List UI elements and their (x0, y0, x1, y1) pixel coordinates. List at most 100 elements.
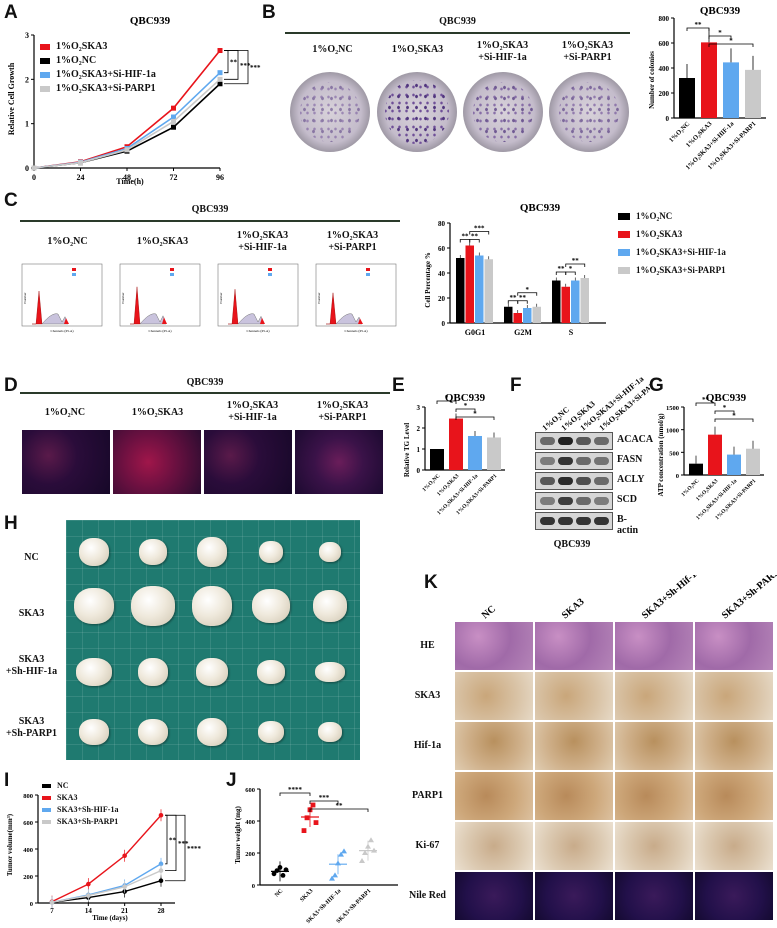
chart-j-category-label: SKA3 (299, 888, 314, 903)
chart-i-legend-nc: NC (42, 781, 69, 790)
chart-j-point (313, 820, 319, 825)
chart-c-bar (475, 255, 484, 323)
panel-b-cell-line: QBC939 (439, 16, 476, 27)
ihc-image (535, 672, 613, 720)
chart-i-xlabel: Time (days) (92, 914, 128, 922)
tumor-row-label-ska3: SKA3 (18, 608, 45, 619)
chart-a-xtick-label: 72 (170, 173, 178, 182)
chart-a-point (124, 147, 130, 153)
chart-i-xtick-label: 7 (50, 907, 54, 915)
chart-c-bar (561, 286, 570, 323)
wb-protein-label: B-actin (617, 514, 639, 536)
ihc-column-label-2: SKA3+Sh-Hif-1a (640, 575, 703, 621)
chart-e-ytick-label: 2 (417, 425, 421, 433)
nile-red-image-hif (204, 430, 292, 494)
chart-b-bar-0 (679, 78, 695, 118)
chart-c-sig-label: ** (558, 265, 566, 273)
chart-c-ytick-label: 20 (438, 295, 446, 303)
ihc-column-label-3: SKA3+Sh-PARP1 (720, 575, 777, 621)
chart-j-sig-bracket (309, 800, 339, 804)
flow-xlabel: Channels (PI-A) (50, 329, 74, 333)
wb-band (576, 517, 591, 525)
panel-label-j: J (226, 770, 237, 791)
wb-band (594, 497, 609, 505)
chart-j-sig-bracket (309, 808, 369, 812)
chart-i: Tumor volume(mm³) Time (days) 0 200 400 600… (6, 793, 202, 922)
panel-b-group-1: 1%O₂NC (312, 44, 353, 55)
flow-g1-peak (228, 289, 239, 325)
panel-d-divider (20, 392, 390, 394)
chart-b-ytick-label: 600 (659, 40, 670, 48)
chart-i-point (122, 853, 127, 859)
chart-i-ytick-label: 400 (23, 847, 33, 854)
tumor-specimen (257, 660, 285, 684)
chart-i-ylabel: Tumor volume(mm³) (6, 813, 14, 876)
ihc-image (695, 722, 773, 770)
wb-row-fasn (535, 452, 613, 470)
chart-b: QBC939 Number of colonies 02004006008001… (648, 5, 766, 171)
chart-j-point (304, 815, 310, 821)
chart-i-sig-bracket (165, 814, 168, 865)
wb-band (558, 457, 573, 465)
chart-g-bar-0 (689, 463, 703, 475)
chart-c-ytick-label: 80 (438, 220, 446, 228)
wb-row-scd (535, 492, 613, 510)
chart-b-bar-1 (701, 42, 717, 118)
chart-i-legend-ska3: SKA3 (42, 793, 77, 802)
ihc-column-label-1: SKA3 (560, 596, 587, 621)
panel-b-divider (285, 32, 630, 34)
nile-red-image-ska3 (113, 430, 201, 494)
ihc-image (695, 622, 773, 670)
panel-label-d: D (4, 375, 18, 396)
tumor-specimen (252, 589, 290, 623)
chart-b-ytick-label: 200 (659, 90, 670, 98)
chart-a-sig-bracket (224, 50, 249, 85)
ihc-image (695, 772, 773, 820)
chart-i-xtick-label: 28 (158, 907, 166, 915)
chart-g-sig-label: ** (702, 396, 710, 404)
chart-c-sig-bracket (469, 231, 490, 235)
chart-a-point (171, 114, 176, 120)
chart-j-point (329, 875, 335, 881)
tumor-specimen (319, 542, 341, 562)
chart-a-point (217, 48, 223, 54)
tumor-specimen (76, 658, 112, 686)
wb-protein-label: ACACA (617, 434, 654, 445)
chart-j-ytick-label: 600 (245, 787, 255, 794)
tumor-specimen (313, 590, 347, 622)
chart-a-ytick-label: 0 (25, 164, 29, 173)
chart-c-bar (532, 306, 541, 323)
chart-g-sig-bracket (714, 418, 754, 422)
wb-band (558, 497, 573, 505)
panel-c-group-4: 1%O₂SKA3 +Si-PARP1 (326, 230, 379, 253)
ihc-image (455, 822, 533, 870)
chart-i-series-0 (51, 880, 162, 904)
chart-g-ytick-label: 0 (676, 473, 679, 480)
chart-c-sig-bracket (517, 292, 538, 296)
chart-e-ytick-label: 0 (417, 467, 421, 475)
chart-c-ytick-label: 60 (438, 245, 446, 253)
ihc-image (615, 822, 693, 870)
tumor-specimen (192, 586, 232, 626)
chart-e-sig-label: * (445, 394, 449, 402)
chart-j-ylabel: Tumor weight (mg) (234, 806, 242, 864)
flow-plot-frame (119, 263, 201, 327)
flow-legend-marker (268, 268, 272, 271)
flow-ylabel: Number (121, 291, 125, 303)
chart-j-ytick-label: 200 (245, 851, 255, 858)
wb-band (558, 517, 573, 525)
chart-c-title: QBC939 (520, 202, 561, 214)
chart-c-legend-nc: 1%O₂NC (618, 211, 672, 221)
chart-e-sig-label: * (464, 402, 468, 410)
chart-g-ytick-label: 1500 (666, 405, 679, 412)
chart-c-legend-ska3: 1%O₂SKA3 (618, 229, 682, 239)
chart-j-point (362, 850, 368, 855)
wb-band (576, 457, 591, 465)
chart-a-sig-bracket (224, 50, 229, 74)
chart-b-sig-bracket (686, 27, 710, 31)
ihc-image (535, 722, 613, 770)
chart-c-bar (484, 259, 493, 323)
tumor-specimen (79, 538, 109, 566)
chart-a-point (217, 70, 223, 76)
chart-j-point (338, 851, 344, 857)
